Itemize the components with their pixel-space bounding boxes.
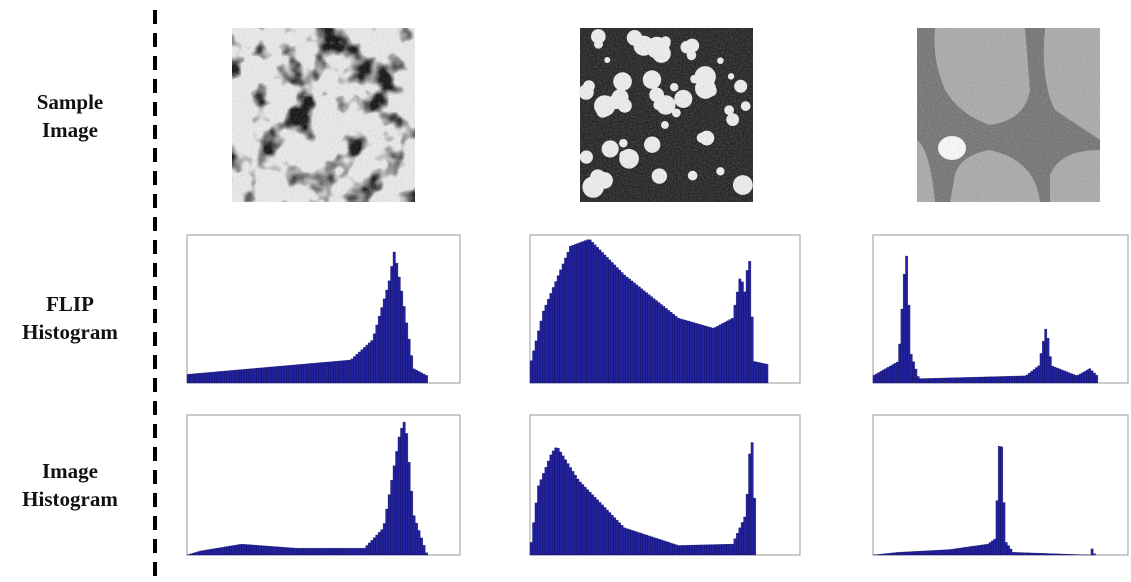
row-label: Sample Image [0, 88, 140, 144]
histogram-panel [529, 414, 801, 556]
row-label-text: Image Histogram [22, 459, 118, 511]
histogram-panel [186, 234, 461, 384]
histogram-panel [186, 414, 461, 556]
histogram-panel [529, 234, 801, 384]
histograms [186, 234, 1129, 556]
histogram-bars [872, 446, 1096, 556]
histogram-bars [529, 239, 769, 384]
histogram-bars [186, 251, 428, 384]
sample-image [917, 28, 1100, 202]
histogram-bars [529, 442, 756, 556]
histogram-panel [872, 234, 1129, 384]
sample-image [578, 28, 753, 202]
row-label: Image Histogram [0, 457, 140, 513]
row-label-text: Sample Image [36, 90, 104, 142]
histogram-bars [872, 255, 1099, 384]
sample-image [232, 28, 415, 202]
row-label: FLIP Histogram [0, 290, 140, 346]
histogram-bars [186, 421, 428, 556]
panel-frame [186, 234, 461, 384]
histogram-panel [872, 414, 1129, 556]
texture-grain [580, 28, 753, 202]
row-label-text: FLIP Histogram [22, 292, 118, 344]
